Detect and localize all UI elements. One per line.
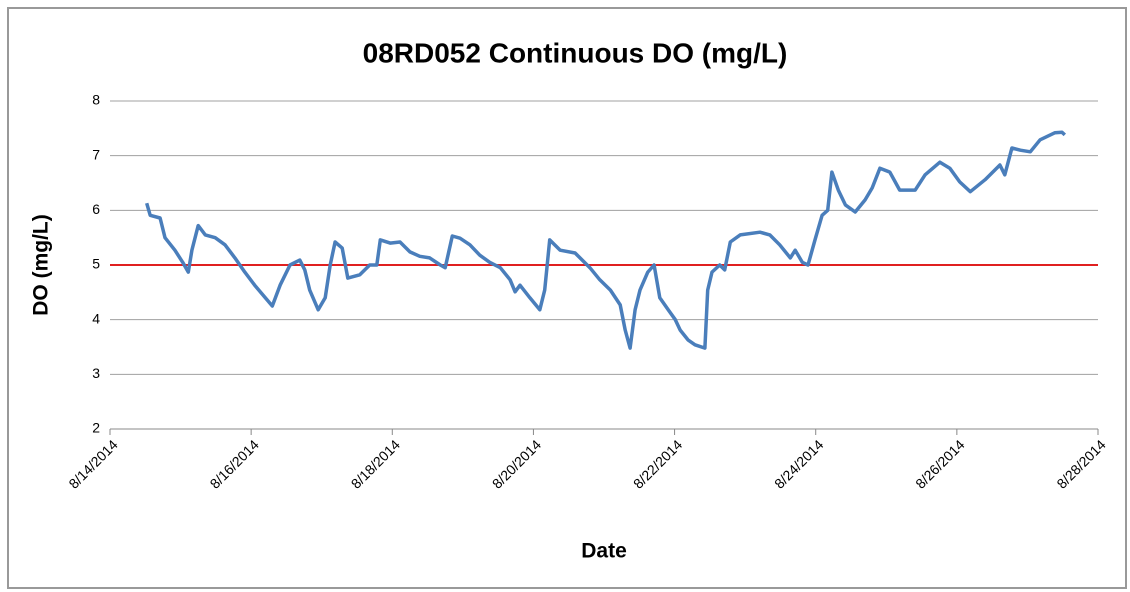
x-axis-label: Date [581, 540, 627, 563]
y-tick-label: 4 [92, 310, 100, 326]
y-tick-label: 8 [92, 92, 100, 108]
y-tick-label: 6 [92, 201, 100, 217]
y-tick-label: 3 [92, 365, 100, 381]
y-tick-label: 7 [92, 146, 100, 162]
chart-frame [7, 7, 1127, 589]
y-axis-label: DO (mg/L) [30, 214, 53, 315]
data-line [145, 130, 1067, 350]
chart-title: 08RD052 Continuous DO (mg/L) [363, 37, 788, 68]
y-tick-label: 5 [92, 256, 100, 272]
y-tick-label: 2 [92, 420, 100, 436]
